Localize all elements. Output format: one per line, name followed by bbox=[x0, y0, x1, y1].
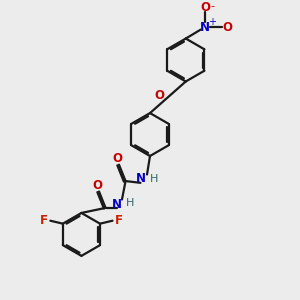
Text: O: O bbox=[154, 89, 164, 102]
Text: N: N bbox=[112, 197, 122, 211]
Text: H: H bbox=[126, 198, 134, 208]
Text: N: N bbox=[200, 21, 210, 34]
Text: +: + bbox=[208, 17, 216, 27]
Text: O: O bbox=[200, 1, 210, 14]
Text: -: - bbox=[210, 2, 214, 11]
Text: F: F bbox=[115, 214, 122, 226]
Text: N: N bbox=[136, 172, 146, 184]
Text: O: O bbox=[112, 152, 122, 165]
Text: F: F bbox=[40, 214, 48, 226]
Text: O: O bbox=[92, 179, 103, 192]
Text: H: H bbox=[150, 174, 159, 184]
Text: O: O bbox=[222, 21, 232, 34]
